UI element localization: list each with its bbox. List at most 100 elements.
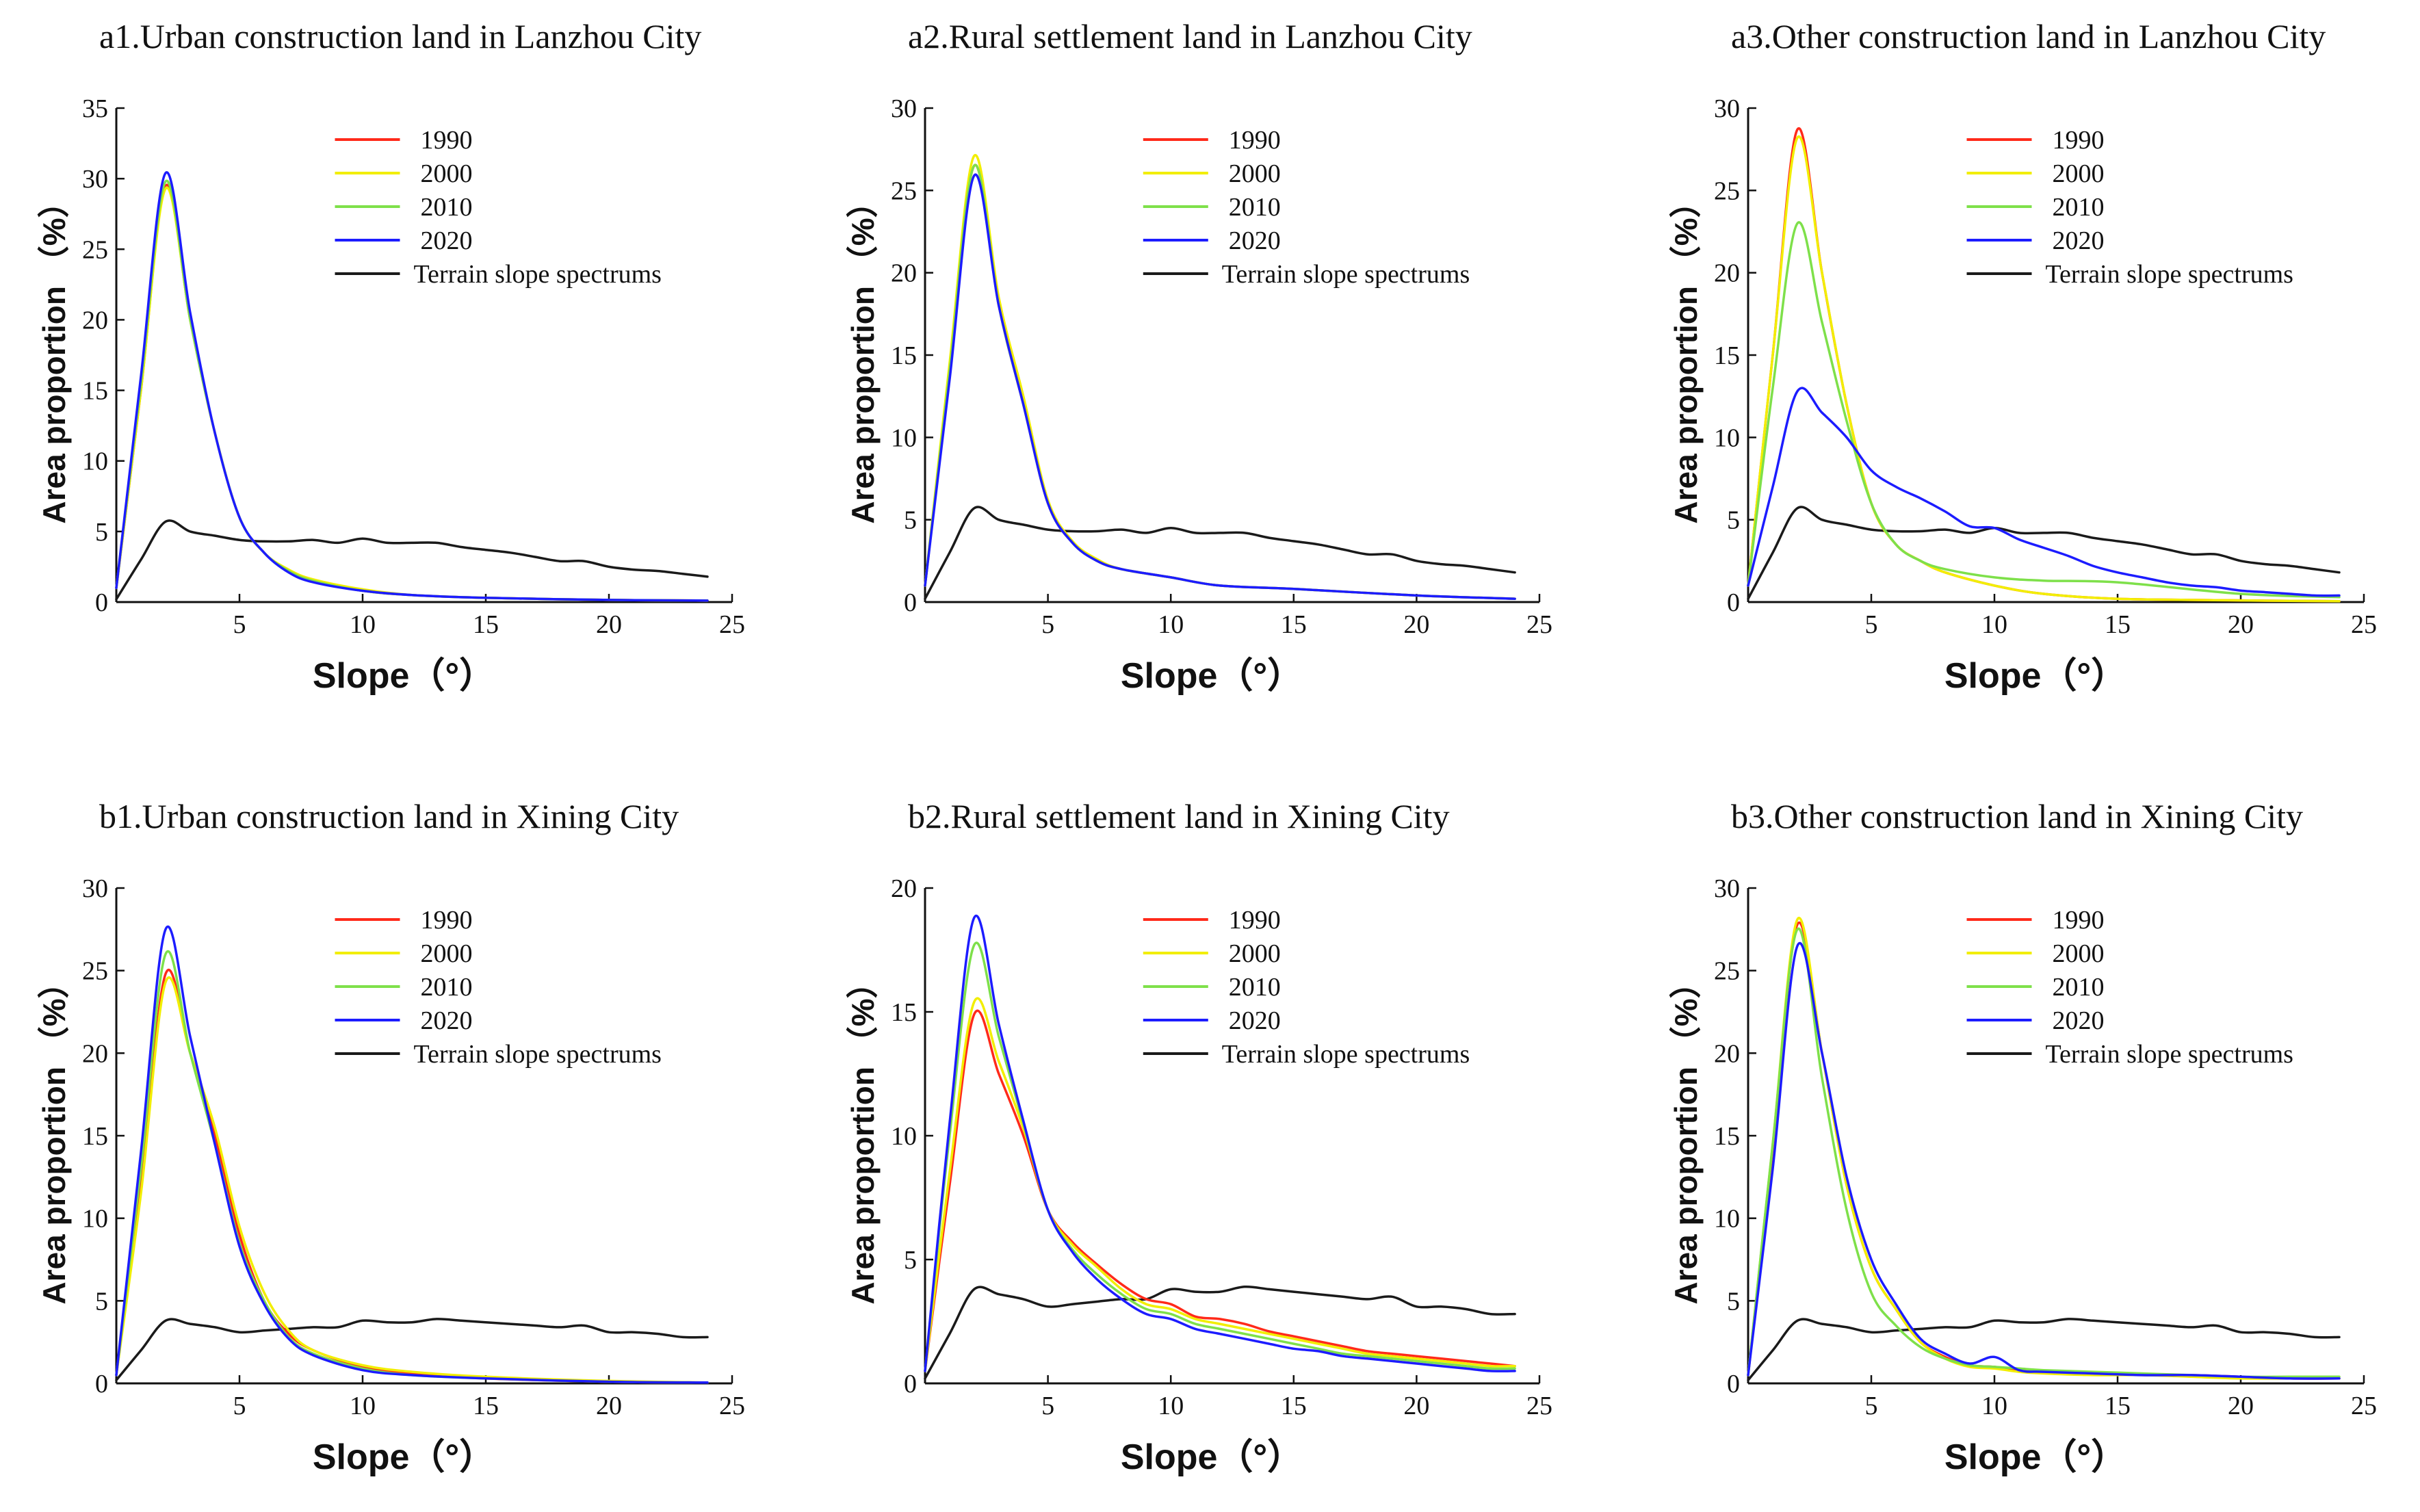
series-line-2010: [1747, 221, 2341, 599]
legend-label: 2000: [421, 939, 473, 968]
x-tick-label: 20: [2228, 610, 2254, 639]
x-tick-label: 10: [350, 1392, 376, 1420]
x-tick-label: 25: [1526, 610, 1552, 639]
series-line-terrain-slope-spectrums: [115, 1318, 709, 1381]
series-line-2000: [115, 976, 709, 1384]
chart-title: a1.Urban construction land in Lanzhou Ci…: [99, 17, 701, 55]
y-tick-label: 5: [1727, 506, 1740, 535]
y-tick-label: 35: [82, 94, 108, 123]
y-tick-label: 20: [82, 1039, 108, 1068]
x-tick-label: 15: [473, 1392, 499, 1420]
y-tick-label: 15: [82, 377, 108, 406]
y-tick-label: 0: [95, 1370, 108, 1398]
legend-label: 2020: [421, 1006, 473, 1035]
chart-panel-b3: b3.Other construction land in Xining Cit…: [1668, 797, 2377, 1477]
legend-label: 2020: [1229, 1006, 1281, 1035]
series-line-2000: [1747, 135, 2341, 603]
x-tick-label: 25: [2351, 1392, 2377, 1420]
series-line-2020: [1747, 942, 2341, 1380]
series-line-2000: [924, 997, 1516, 1372]
x-tick-label: 25: [1526, 1392, 1552, 1420]
series-line-2020: [115, 926, 709, 1384]
x-tick-label: 15: [2105, 1392, 2131, 1420]
y-axis-label: Area proportion （%）: [36, 967, 72, 1304]
x-tick-label: 5: [1865, 610, 1878, 639]
series-line-2000: [1747, 916, 2341, 1380]
legend-label: Terrain slope spectrums: [414, 260, 662, 289]
y-tick-label: 0: [904, 1370, 917, 1398]
x-tick-label: 25: [719, 1392, 745, 1420]
y-axis-label: Area proportion （%）: [1668, 967, 1704, 1304]
x-tick-label: 5: [233, 610, 246, 639]
y-tick-label: 30: [82, 874, 108, 903]
series-line-2020: [924, 914, 1516, 1372]
y-tick-label: 10: [1714, 1205, 1740, 1234]
y-tick-label: 25: [82, 235, 108, 264]
chart-title: b2.Rural settlement land in Xining City: [908, 797, 1450, 835]
x-tick-label: 5: [1041, 610, 1054, 639]
y-tick-label: 5: [95, 1287, 108, 1316]
legend-label: 1990: [421, 906, 473, 935]
y-tick-label: 25: [891, 177, 917, 205]
series-line-2010: [115, 950, 709, 1384]
legend-label: 2020: [421, 226, 473, 255]
series-line-1990: [1747, 921, 2341, 1380]
legend-label: 2000: [2053, 159, 2105, 188]
legend-label: Terrain slope spectrums: [414, 1040, 662, 1069]
x-tick-label: 5: [233, 1392, 246, 1420]
x-axis-label: Slope（°）: [1944, 1437, 2126, 1477]
x-tick-label: 10: [1981, 610, 2007, 639]
y-tick-label: 5: [95, 518, 108, 547]
y-tick-label: 20: [891, 874, 917, 903]
legend-label: 2000: [1229, 159, 1281, 188]
x-axis-label: Slope（°）: [1121, 1437, 1303, 1477]
chart-title: b3.Other construction land in Xining Cit…: [1731, 797, 2303, 835]
x-tick-label: 20: [1403, 1392, 1429, 1420]
series-line-2010: [924, 941, 1516, 1372]
y-tick-label: 25: [82, 957, 108, 986]
x-tick-label: 20: [596, 610, 622, 639]
legend-label: 1990: [2053, 906, 2105, 935]
y-tick-label: 15: [1714, 341, 1740, 370]
y-tick-label: 30: [1714, 94, 1740, 123]
legend-label: 1990: [1229, 126, 1281, 155]
y-tick-label: 10: [82, 447, 108, 476]
y-tick-label: 10: [891, 1122, 917, 1151]
series-line-1990: [924, 1009, 1516, 1372]
x-tick-label: 20: [1403, 610, 1429, 639]
legend-label: 2010: [1229, 973, 1281, 1002]
series-line-2010: [1747, 927, 2341, 1379]
legend-label: 2000: [2053, 939, 2105, 968]
x-axis-label: Slope（°）: [313, 656, 495, 696]
y-tick-label: 20: [82, 306, 108, 335]
y-tick-label: 20: [1714, 1039, 1740, 1068]
x-axis-label: Slope（°）: [313, 1437, 495, 1477]
y-tick-label: 25: [1714, 177, 1740, 205]
y-tick-label: 15: [1714, 1122, 1740, 1151]
legend-label: Terrain slope spectrums: [1222, 1040, 1470, 1069]
series-line-terrain-slope-spectrums: [1747, 1318, 2341, 1381]
x-tick-label: 15: [2105, 610, 2131, 639]
chart-panel-a1: a1.Urban construction land in Lanzhou Ci…: [36, 17, 745, 696]
legend-label: 1990: [1229, 906, 1281, 935]
series-line-2020: [1747, 387, 2341, 597]
x-tick-label: 5: [1865, 1392, 1878, 1420]
x-tick-label: 20: [596, 1392, 622, 1420]
chart-panel-a2: a2.Rural settlement land in Lanzhou City…: [845, 17, 1552, 696]
y-tick-label: 0: [904, 588, 917, 617]
x-tick-label: 15: [1281, 610, 1307, 639]
y-axis-label: Area proportion （%）: [36, 186, 72, 523]
legend-label: 2020: [2053, 226, 2105, 255]
y-tick-label: 0: [1727, 1370, 1740, 1398]
legend-label: 2010: [421, 973, 473, 1002]
x-tick-label: 15: [473, 610, 499, 639]
series-line-2020: [115, 171, 709, 602]
chart-panel-b2: b2.Rural settlement land in Xining City 0…: [845, 797, 1552, 1477]
y-tick-label: 20: [891, 259, 917, 288]
chart-title: a2.Rural settlement land in Lanzhou City: [908, 17, 1472, 55]
y-tick-label: 15: [82, 1122, 108, 1151]
y-tick-label: 30: [1714, 874, 1740, 903]
y-tick-label: 10: [82, 1205, 108, 1234]
legend-label: 2000: [421, 159, 473, 188]
